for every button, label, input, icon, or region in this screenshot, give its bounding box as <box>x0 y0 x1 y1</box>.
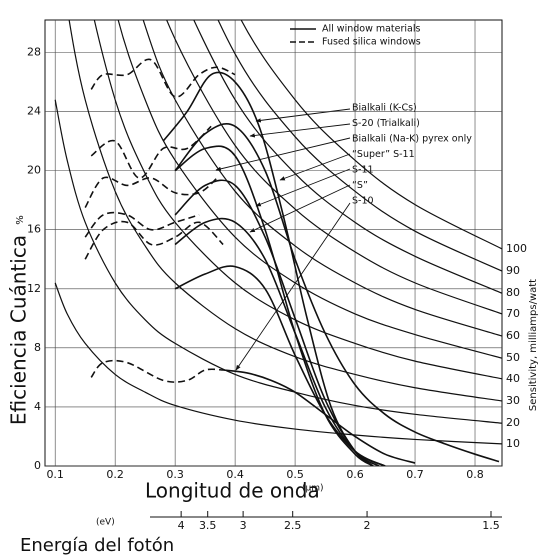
x-axis-unit: (µm) <box>302 484 324 494</box>
curve <box>174 145 374 466</box>
arrow <box>215 137 351 171</box>
plot-frame <box>44 19 503 467</box>
x-tick-label: 0.4 <box>226 468 244 481</box>
iso-sensitivity-label: 80 <box>506 286 520 299</box>
iso-sensitivity-line <box>193 20 502 294</box>
energy-label: Energía del fotón <box>20 535 174 556</box>
iso-sensitivity-label: 70 <box>506 307 520 320</box>
dashed-curve <box>84 211 200 238</box>
legend-label: Fused silica windows <box>322 37 421 48</box>
annotation-arrows <box>215 108 351 371</box>
x-tick-label: 0.5 <box>286 468 304 481</box>
y-tick-label: 16 <box>27 223 41 236</box>
y-tick-label: 0 <box>34 459 41 472</box>
iso-sensitivity-label: 60 <box>506 329 520 342</box>
y-tick-label: 20 <box>27 164 41 177</box>
y-tick-label: 28 <box>27 45 41 58</box>
x-tick-label: 0.6 <box>346 468 364 481</box>
iso-sensitivity-line <box>117 20 502 359</box>
energy-tick-label: 2.5 <box>284 519 302 532</box>
energy-tick-label: 1.5 <box>482 519 500 532</box>
iso-sensitivity-label: 90 <box>506 264 520 277</box>
y-tick-label: 8 <box>34 341 41 354</box>
iso-sensitivity-label: 50 <box>506 351 520 364</box>
iso-sensitivity-label: 40 <box>506 372 520 385</box>
x-tick-label: 0.1 <box>46 468 64 481</box>
x-axis-label: Longitud de onda <box>145 479 320 503</box>
arrow <box>235 202 351 371</box>
iso-sensitivity-label: 100 <box>506 242 527 255</box>
x-tick-label: 0.8 <box>466 468 484 481</box>
x-tick-label: 0.2 <box>106 468 124 481</box>
iso-sensitivity-line <box>142 20 502 337</box>
curve <box>174 123 500 463</box>
y-axis-unit: % <box>15 215 26 225</box>
curve-label: “S” <box>352 180 368 191</box>
plot-curves <box>54 20 502 466</box>
legend-label: All window materials <box>322 24 421 35</box>
x-tick-label: 0.3 <box>166 468 184 481</box>
curve <box>223 369 416 464</box>
iso-sensitivity-line <box>93 20 502 380</box>
iso-sensitivity-label: 10 <box>506 437 520 450</box>
y-tick-label: 12 <box>27 282 41 295</box>
y-tick-label: 4 <box>34 400 41 413</box>
iso-sensitivity-label: 30 <box>506 394 520 407</box>
curve-label: S-20 (Trialkali) <box>352 118 420 129</box>
dashed-curve <box>84 220 224 260</box>
curve-label: Bialkali (Na-K) pyrex only <box>352 134 472 145</box>
iso-sensitivity-line <box>217 20 502 272</box>
y-tick-label: 24 <box>27 105 41 118</box>
x-tick-label: 0.7 <box>406 468 424 481</box>
iso-sensitivity-line <box>240 20 502 250</box>
arrow <box>279 153 351 181</box>
curve-label: S-10 <box>352 196 374 207</box>
curve <box>174 265 386 466</box>
curve-label: “Super” S-11 <box>352 149 415 160</box>
curve-label: Bialkali (K-Cs) <box>352 103 417 114</box>
energy-tick-label: 4 <box>178 519 185 532</box>
energy-tick-label: 3.5 <box>199 519 217 532</box>
dashed-curve <box>90 125 212 179</box>
iso-sensitivity-label: 20 <box>506 416 520 429</box>
y-axis-label: Eficiencia Cuántica <box>7 235 31 425</box>
y2-axis-label: Sensitivity, milliamps/watt <box>528 279 539 411</box>
arrow <box>255 108 351 123</box>
iso-sensitivity-line <box>165 20 502 315</box>
iso-sensitivity-line <box>68 20 502 402</box>
dashed-curve <box>90 58 236 98</box>
curve-label: S-11 <box>352 165 374 176</box>
arrow <box>249 123 351 138</box>
dashed-curve <box>84 176 218 208</box>
energy-unit: (eV) <box>96 518 115 528</box>
arrow <box>255 168 351 207</box>
iso-sensitivity-line <box>54 99 502 424</box>
energy-tick-label: 3 <box>240 519 247 532</box>
curve <box>174 179 380 466</box>
iso-sensitivity-line <box>54 282 502 445</box>
energy-tick-label: 2 <box>364 519 371 532</box>
dashed-curve <box>90 359 224 383</box>
